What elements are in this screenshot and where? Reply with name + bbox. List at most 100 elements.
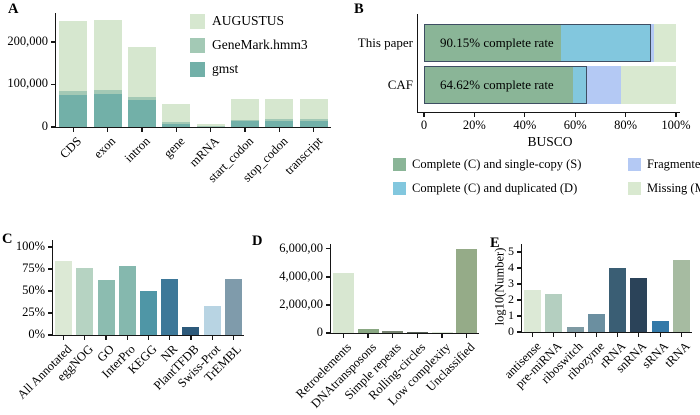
panel-a-gene-structure-chart: 0 100,000 200,000 CDS exon intron gene mRNA star… xyxy=(0,0,348,226)
x-tick-mark xyxy=(466,334,468,338)
y-tick-label: 100% xyxy=(15,239,45,254)
bar-segment-GeneMark.hmm3 xyxy=(162,122,191,124)
legend-label: gmst xyxy=(212,61,239,76)
y-tick-label: 1 xyxy=(508,308,514,322)
y-tick-label: 25% xyxy=(22,305,45,319)
bar-Simple repeats xyxy=(382,330,404,333)
y-tick-mark xyxy=(51,41,56,43)
bar-InterPro xyxy=(118,265,136,335)
bar-segment-gmst xyxy=(59,95,88,127)
y-axis-line xyxy=(52,240,54,336)
bar-Retroelements xyxy=(332,272,354,333)
y-tick-mark xyxy=(326,304,331,306)
bar-segment-gmst xyxy=(265,121,294,127)
x-tick-mark xyxy=(574,113,576,117)
y-tick-label: 4,000,00 xyxy=(279,268,323,283)
x-tick-mark xyxy=(625,113,627,117)
legend-item-GeneMark.hmm3: GeneMark.hmm3 xyxy=(190,37,340,61)
y-tick-mark xyxy=(326,248,331,250)
legend-swatch xyxy=(190,14,205,29)
bar-segment-gmst xyxy=(196,126,225,127)
x-tick-label: 40% xyxy=(513,118,537,132)
y-tick-mark xyxy=(326,332,331,334)
y-tick-mark xyxy=(326,276,331,278)
x-tick-mark xyxy=(423,113,425,117)
bar-KEGG xyxy=(140,291,157,335)
legend-item-gmst: gmst xyxy=(190,61,340,85)
legend-label: Missing (M) xyxy=(647,181,700,195)
x-tick-mark xyxy=(175,128,177,132)
bar-TrEMBL xyxy=(224,278,242,335)
y-tick-label: 2,000,00 xyxy=(279,296,323,311)
x-axis-line xyxy=(521,332,692,334)
x-tick-mark xyxy=(441,334,443,338)
busco-segment-D xyxy=(561,24,652,62)
bar-segment-gmst xyxy=(299,121,328,127)
x-tick-mark xyxy=(169,336,171,340)
busco-segment-S xyxy=(424,24,562,62)
y-tick-mark xyxy=(517,267,522,269)
legend-swatch xyxy=(190,38,205,53)
bar-segment-AUGUSTUS xyxy=(93,19,122,91)
y-tick-mark xyxy=(51,126,56,128)
bar-Unclassified xyxy=(456,248,478,333)
x-tick-mark xyxy=(392,334,394,338)
y-tick-label: 0% xyxy=(28,327,45,341)
x-tick-mark xyxy=(553,333,555,337)
y-tick-mark xyxy=(517,331,522,333)
x-tick-label: 80% xyxy=(614,118,638,132)
y-axis-line xyxy=(55,13,57,128)
x-axis-line xyxy=(52,335,244,337)
x-axis-line xyxy=(55,127,331,129)
y-tick-label: 4 xyxy=(508,260,514,274)
x-tick-label: 60% xyxy=(563,118,587,132)
x-tick-mark xyxy=(313,128,315,132)
bar-riboswitch xyxy=(566,327,584,332)
x-category-label-text: gene xyxy=(160,134,188,161)
legend-swatch xyxy=(393,158,406,171)
x-tick-mark xyxy=(532,333,534,337)
bar-segment-gmst xyxy=(231,121,260,127)
y-tick-label: 100,000 xyxy=(7,76,48,91)
bar-tRNA xyxy=(672,260,690,332)
bar-ribozyme xyxy=(587,313,605,332)
bar-segment-GeneMark.hmm3 xyxy=(127,97,156,101)
bar-segment-gmst xyxy=(127,100,156,127)
bar-segment-AUGUSTUS xyxy=(299,99,328,120)
y-axis-line xyxy=(330,244,332,334)
panel-label-a: A xyxy=(8,1,19,17)
x-tick-mark xyxy=(141,128,143,132)
legend-label: Complete (C) and single-copy (S) xyxy=(412,157,582,171)
x-tick-mark xyxy=(617,333,619,337)
y-axis-line xyxy=(521,244,523,333)
x-tick-mark xyxy=(190,336,192,340)
busco-segment-F xyxy=(651,24,654,62)
busco-segment-M xyxy=(621,66,676,104)
y-axis-title: log10(Number) xyxy=(492,247,507,326)
busco-segment-M xyxy=(653,24,676,62)
complete-rate-annotation: 64.62% complete rate xyxy=(440,77,554,92)
y-tick-label: 200,000 xyxy=(7,33,48,48)
panel-b-busco-chart: 90.15% complete rate This paper 64.62% com… xyxy=(350,0,700,226)
bar-pre-miRNA xyxy=(545,294,563,332)
y-tick-label: 6,000,00 xyxy=(279,240,323,255)
x-tick-mark xyxy=(126,336,128,340)
bar-segment-AUGUSTUS xyxy=(127,47,156,98)
y-tick-label: 75% xyxy=(22,261,45,276)
y-tick-label: 2 xyxy=(508,292,514,306)
y-tick-mark xyxy=(48,334,53,336)
legend-label: GeneMark.hmm3 xyxy=(212,37,308,52)
x-tick-mark xyxy=(595,333,597,337)
busco-segment-F xyxy=(586,66,622,104)
y-tick-label: 0 xyxy=(508,324,514,338)
panel-d-repeat-elements-chart: 0 2,000,00 4,000,00 6,000,00 Retroelements DN… xyxy=(250,228,484,415)
x-tick-mark xyxy=(106,128,109,132)
x-tick-mark xyxy=(574,333,576,337)
bar-eggNOG xyxy=(76,268,94,335)
complete-rate-box xyxy=(424,66,587,104)
x-tick-mark xyxy=(675,113,677,117)
x-tick-label: 20% xyxy=(462,118,486,132)
row-label: CAF xyxy=(387,77,413,92)
bar-DNAtransposons xyxy=(357,329,379,333)
legend-label: Fragmented xyxy=(647,157,700,171)
